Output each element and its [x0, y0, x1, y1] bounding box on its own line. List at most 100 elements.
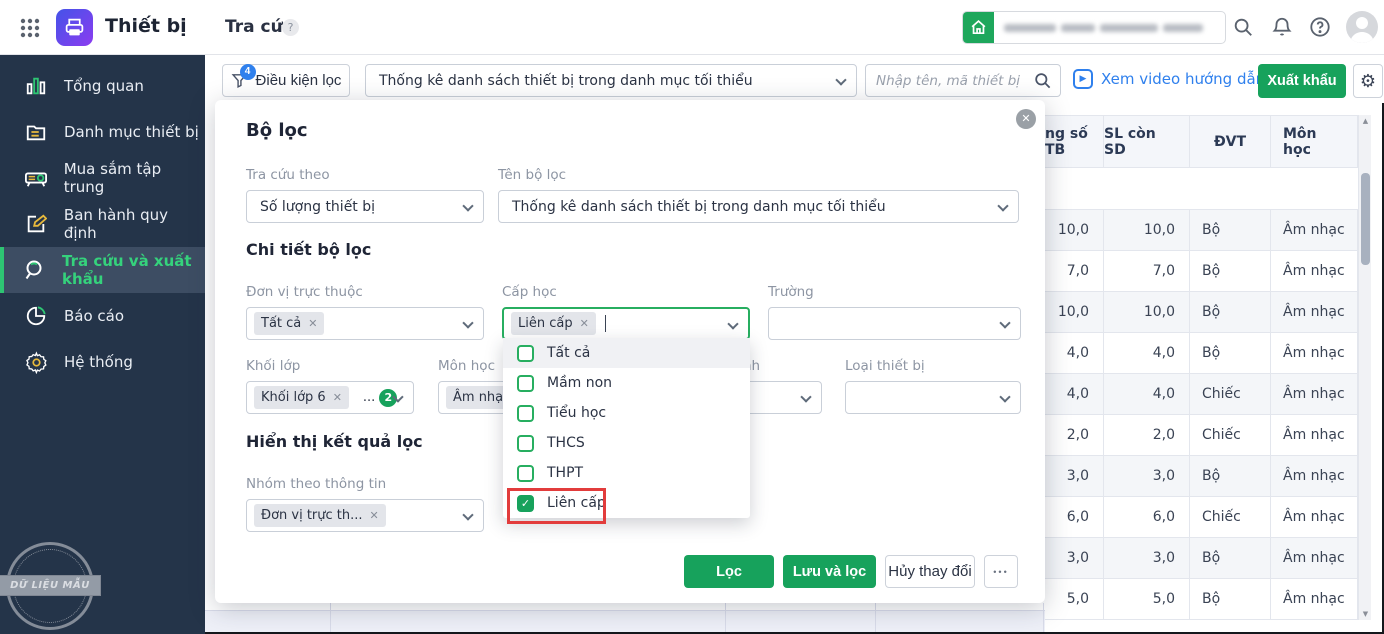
column-header[interactable]: Môn học — [1271, 116, 1358, 167]
table-row[interactable]: 3,0 3,0 Bộ Âm nhạc — [1045, 538, 1358, 579]
cap-hoc-select[interactable]: Liên cấp ✕ — [502, 307, 750, 340]
scroll-up-icon[interactable]: ▲ — [1362, 117, 1369, 125]
table-row[interactable]: 3,0 3,0 Bộ Âm nhạc — [1045, 456, 1358, 497]
cell: Bộ — [1190, 210, 1271, 250]
column-header[interactable]: ng số TB — [1045, 116, 1104, 167]
device-search-input[interactable]: Nhập tên, mã thiết bị — [865, 64, 1061, 97]
cap-hoc-label: Cấp học — [502, 284, 557, 300]
modal-footer: Lọc Lưu và lọc Hủy thay đổi ••• — [215, 555, 1018, 588]
sidebar-item-he-thong[interactable]: Hệ thống — [0, 339, 205, 385]
sidebar-item-tra-cuu[interactable]: Tra cứu và xuất khẩu — [0, 247, 205, 293]
global-search-bar[interactable] — [962, 11, 1226, 44]
printer-app-icon[interactable] — [56, 9, 93, 46]
filter-conditions-button[interactable]: 4 Điều kiện lọc — [222, 64, 350, 97]
cell: Âm nhạc — [1271, 210, 1358, 250]
table-row[interactable]: 2,0 2,0 Chiếc Âm nhạc — [1045, 415, 1358, 456]
search-icon[interactable] — [1033, 71, 1052, 90]
section-hien-thi: Hiển thị kết quả lọc — [246, 432, 423, 451]
export-button[interactable]: Xuất khẩu — [1258, 64, 1346, 98]
table-row[interactable]: 4,0 4,0 Bộ Âm nhạc — [1045, 333, 1358, 374]
user-avatar[interactable] — [1346, 11, 1378, 43]
cancel-changes-button[interactable]: Hủy thay đổi — [885, 555, 975, 588]
selected-chip: Tất cả ✕ — [254, 312, 325, 335]
checkbox-icon[interactable] — [517, 344, 534, 362]
remove-icon[interactable]: ✕ — [308, 317, 318, 330]
checkbox-icon[interactable] — [517, 404, 534, 422]
option-label: Liên cấp — [547, 495, 606, 511]
funnel-icon: 4 — [231, 64, 256, 89]
save-and-filter-button[interactable]: Lưu và lọc — [783, 555, 876, 588]
remove-icon[interactable]: ✕ — [579, 317, 589, 330]
dropdown-option-tat-ca[interactable]: Tất cả — [503, 338, 750, 368]
tra-cuu-theo-label: Tra cứu theo — [246, 167, 330, 183]
selected-chip: Đơn vị trực th... ✕ — [254, 504, 386, 527]
notifications-bell-icon[interactable] — [1269, 14, 1295, 40]
table-row[interactable]: 10,0 10,0 Bộ Âm nhạc — [1045, 210, 1358, 251]
dropdown-option-thcs[interactable]: THCS — [503, 428, 750, 458]
video-guide-link[interactable]: ▶ Xem video hướng dẫn — [1073, 69, 1265, 89]
sidebar-item-tong-quan[interactable]: Tổng quan — [0, 63, 205, 109]
cell: 10,0 — [1045, 210, 1104, 250]
app-grid-icon[interactable] — [18, 16, 42, 40]
tra-cuu-theo-select[interactable]: Số lượng thiết bị — [246, 190, 484, 223]
cell: 5,0 — [1045, 579, 1104, 619]
don-vi-select[interactable]: Tất cả ✕ — [246, 307, 484, 340]
checkbox-icon[interactable] — [517, 434, 534, 452]
more-options-button[interactable]: ••• — [984, 555, 1018, 588]
saved-filter-select[interactable]: Thống kê danh sách thiết bị trong danh m… — [365, 64, 857, 97]
sidebar-item-bao-cao[interactable]: Báo cáo — [0, 293, 205, 339]
remove-icon[interactable]: ✕ — [332, 391, 342, 404]
table-settings-button[interactable]: ⚙ — [1353, 64, 1383, 98]
help-icon[interactable] — [1307, 14, 1333, 40]
table-scrollbar[interactable]: ▲ ▼ — [1358, 115, 1371, 620]
truong-select[interactable] — [768, 307, 1021, 340]
checkbox-icon[interactable] — [517, 464, 534, 482]
ten-bo-loc-select[interactable]: Thống kê danh sách thiết bị trong danh m… — [498, 190, 1019, 223]
cell: 6,0 — [1104, 497, 1190, 537]
dropdown-option-mam-non[interactable]: Mầm non — [503, 368, 750, 398]
table-row[interactable]: 5,0 5,0 Bộ Âm nhạc — [1045, 579, 1358, 620]
column-header[interactable]: SL còn SD — [1104, 116, 1190, 167]
don-vi-label: Đơn vị trực thuộc — [246, 284, 363, 300]
sidebar-item-ban-hanh[interactable]: Ban hành quy định — [0, 201, 205, 247]
page-help-icon[interactable]: ? — [282, 19, 299, 36]
scroll-down-icon[interactable]: ▼ — [1362, 610, 1369, 618]
khoi-lop-select[interactable]: Khối lớp 6 ✕ ... 2 — [246, 381, 414, 414]
home-icon[interactable] — [963, 12, 994, 43]
column-header[interactable]: ĐVT — [1190, 116, 1271, 167]
sidebar-item-label: Ban hành quy định — [63, 206, 169, 242]
mon-hoc-label: Môn học — [438, 358, 495, 374]
chevron-down-icon — [462, 317, 474, 329]
table-row[interactable]: 10,0 10,0 Bộ Âm nhạc — [1045, 292, 1358, 333]
search-icon[interactable] — [1230, 14, 1256, 40]
table-row[interactable]: 4,0 4,0 Chiếc Âm nhạc — [1045, 374, 1358, 415]
sample-data-watermark: DỮ LIỆU MẪU — [0, 542, 101, 630]
checkbox-icon[interactable] — [517, 374, 534, 392]
sidebar-item-mua-sam[interactable]: Mua sắm tập trung — [0, 155, 205, 201]
sidebar-item-danh-muc[interactable]: Danh mục thiết bị — [0, 109, 205, 155]
chevron-down-icon — [835, 74, 847, 86]
nhom-theo-select[interactable]: Đơn vị trực th... ✕ — [246, 499, 484, 532]
dropdown-option-tieu-hoc[interactable]: Tiểu học — [503, 398, 750, 428]
remove-icon[interactable]: ✕ — [369, 509, 379, 522]
table-bottom-rows — [205, 603, 1045, 632]
dropdown-option-thpt[interactable]: THPT — [503, 458, 750, 488]
table-group-row — [1045, 168, 1358, 210]
saved-filter-value: Thống kê danh sách thiết bị trong danh m… — [379, 72, 753, 89]
cell: 3,0 — [1104, 538, 1190, 578]
close-icon[interactable]: ✕ — [1016, 109, 1036, 129]
chevron-down-icon — [997, 200, 1009, 212]
scrollbar-thumb[interactable] — [1361, 173, 1370, 265]
cell: Âm nhạc — [1271, 456, 1358, 496]
cell: 4,0 — [1045, 333, 1104, 373]
cell: 10,0 — [1104, 292, 1190, 332]
filter-apply-button[interactable]: Lọc — [684, 555, 774, 588]
loai-thiet-bi-select[interactable] — [845, 381, 1021, 414]
bar-chart-icon — [23, 75, 49, 97]
filter-count-badge: 4 — [239, 64, 256, 80]
table-row[interactable]: 6,0 6,0 Chiếc Âm nhạc — [1045, 497, 1358, 538]
checkbox-checked-icon[interactable]: ✓ — [517, 494, 534, 512]
dropdown-option-lien-cap[interactable]: ✓ Liên cấp — [503, 488, 750, 524]
truong-label: Trường — [768, 284, 814, 300]
table-row[interactable]: 7,0 7,0 Bộ Âm nhạc — [1045, 251, 1358, 292]
